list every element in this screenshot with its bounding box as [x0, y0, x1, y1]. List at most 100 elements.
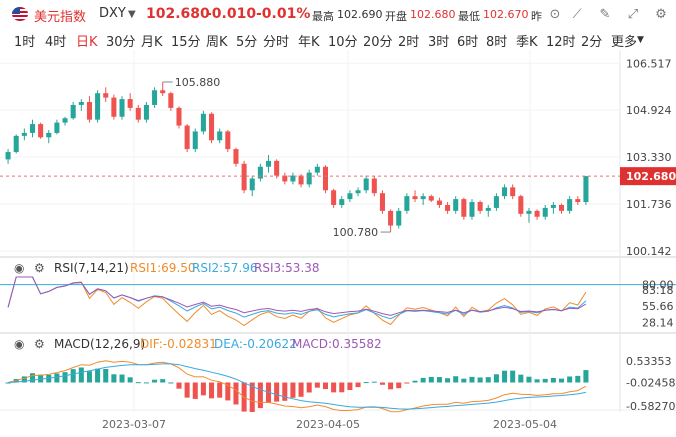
macd-histogram-bar — [355, 382, 361, 388]
more-chevron-icon[interactable]: ▼ — [637, 35, 644, 45]
macd-histogram-bar — [29, 373, 36, 383]
macd-histogram-bar — [396, 382, 402, 389]
candle-body — [314, 166, 320, 173]
tf-5m[interactable]: 5分 — [236, 35, 258, 50]
candle-body — [322, 166, 329, 191]
price-change-pct: -0.01% — [256, 6, 311, 22]
candle-body — [192, 131, 198, 150]
tf-intraday[interactable]: 分时 — [263, 35, 290, 50]
macd-histogram-bar — [493, 374, 499, 383]
candle-body — [371, 178, 377, 194]
macd-histogram-bar — [46, 374, 52, 383]
draw-line-icon[interactable]: ⟋ — [572, 7, 582, 22]
macd-histogram-bar — [184, 382, 190, 398]
candle-body — [534, 210, 540, 217]
macd-histogram-bar — [217, 382, 223, 398]
rsi-axis-tick: 28.14 — [642, 316, 674, 329]
macd-settings-icon[interactable]: ⚙ — [34, 337, 45, 351]
instrument-name[interactable]: 美元指数 — [34, 10, 87, 25]
quote-header: 美元指数 DXY ▼ 102.680 -0.010 -0.01% 最高 102.… — [0, 0, 676, 28]
tf-monthly[interactable]: 月K — [141, 35, 163, 50]
candle-body — [420, 196, 426, 200]
candle-body — [200, 113, 206, 132]
price-axis-tick: 104.924 — [626, 104, 672, 117]
macd-dea-line — [8, 363, 586, 410]
macd-histogram-bar — [314, 382, 320, 388]
last-price: 102.680 — [146, 6, 210, 22]
candle-body — [485, 207, 491, 211]
rsi2-line — [7, 276, 587, 320]
tf-quarterly[interactable]: 季K — [516, 35, 538, 50]
tf-2m[interactable]: 2分 — [581, 35, 603, 50]
tf-yearly[interactable]: 年K — [298, 35, 320, 50]
candle-body — [78, 102, 84, 105]
last-price-tag-text: 102.680 — [626, 170, 676, 183]
macd-histogram-bar — [518, 374, 524, 383]
macd-histogram-bar — [363, 382, 369, 384]
macd-histogram-bar — [38, 374, 44, 383]
price-axis-tick: 106.517 — [626, 57, 672, 70]
edit-icon[interactable]: ✎ — [599, 7, 611, 22]
x-axis-date: 2023-03-07 — [102, 418, 166, 431]
high-label: 最高 — [312, 10, 334, 23]
chevron-down-icon[interactable]: ▼ — [128, 9, 136, 20]
macd-histogram-bar — [550, 377, 556, 383]
macd-histogram-bar — [420, 377, 426, 383]
candle-body — [445, 204, 451, 211]
tf-2h[interactable]: 2时 — [398, 35, 420, 50]
candle-body — [176, 107, 182, 126]
rsi-eye-icon[interactable]: ◉ — [14, 261, 25, 275]
candle-body — [95, 93, 101, 120]
tf-10m[interactable]: 10分 — [328, 35, 358, 50]
tf-30m[interactable]: 30分 — [106, 35, 136, 50]
macd-histogram-bar — [257, 382, 263, 409]
macd-histogram-bar — [282, 382, 288, 401]
macd-histogram-bar — [143, 382, 149, 384]
macd-histogram-bar — [209, 382, 215, 399]
tf-4h[interactable]: 4时 — [45, 35, 67, 50]
tf-1h[interactable]: 1时 — [14, 35, 36, 50]
macd-histogram-bar — [331, 382, 337, 393]
indicator-icon[interactable]: ⊙ — [549, 7, 561, 22]
macd-histogram-bar — [412, 380, 418, 383]
candle-body — [13, 135, 19, 153]
rsi-axis-tick: 83.18 — [642, 284, 674, 297]
tf-20m[interactable]: 20分 — [363, 35, 393, 50]
rsi-title: RSI(7,14,21) — [54, 261, 129, 275]
candle-body — [404, 196, 410, 211]
macd-eye-icon[interactable]: ◉ — [14, 337, 25, 351]
fullscreen-icon[interactable]: ⤢ — [627, 7, 639, 22]
tf-more[interactable]: 更多 — [611, 35, 638, 50]
max-price-label: 105.880 — [175, 76, 221, 89]
tf-daily[interactable]: 日K — [76, 35, 98, 50]
macd-histogram-bar — [95, 368, 101, 383]
x-axis-date: 2023-05-04 — [493, 418, 557, 431]
candle-body — [575, 199, 581, 203]
macd-axis-tick: 0.53353 — [626, 355, 672, 368]
macd-histogram-bar — [502, 370, 508, 383]
macd-dif-value: DIF:-0.02831 — [140, 337, 217, 351]
candle-body — [62, 118, 68, 123]
macd-histogram-bar — [347, 382, 353, 390]
macd-histogram-bar — [152, 379, 158, 383]
candle-body — [363, 178, 369, 191]
macd-histogram-bar — [103, 368, 109, 383]
price-change: -0.010 — [206, 6, 257, 22]
candle-body — [46, 132, 52, 138]
instrument-code[interactable]: DXY — [99, 6, 126, 21]
settings-icon[interactable]: ⚙ — [655, 7, 667, 22]
macd-histogram-bar — [160, 379, 166, 383]
tf-12h[interactable]: 12时 — [546, 35, 576, 50]
tf-15m[interactable]: 15分 — [171, 35, 201, 50]
rsi-axis-tick: 80.00 — [642, 279, 674, 292]
rsi-settings-icon[interactable]: ⚙ — [34, 261, 45, 275]
candle-body — [168, 93, 174, 108]
macd-histogram-bar — [510, 370, 516, 383]
price-chart-area[interactable]: 106.517 104.924 103.330 101.736 100.142 102.6… — [0, 50, 676, 437]
tf-3h[interactable]: 3时 — [428, 35, 450, 50]
tf-6h[interactable]: 6时 — [457, 35, 479, 50]
candle-body — [436, 200, 442, 205]
tf-weekly[interactable]: 周K — [206, 35, 228, 50]
rsi1-line — [7, 276, 587, 327]
tf-8h[interactable]: 8时 — [486, 35, 508, 50]
